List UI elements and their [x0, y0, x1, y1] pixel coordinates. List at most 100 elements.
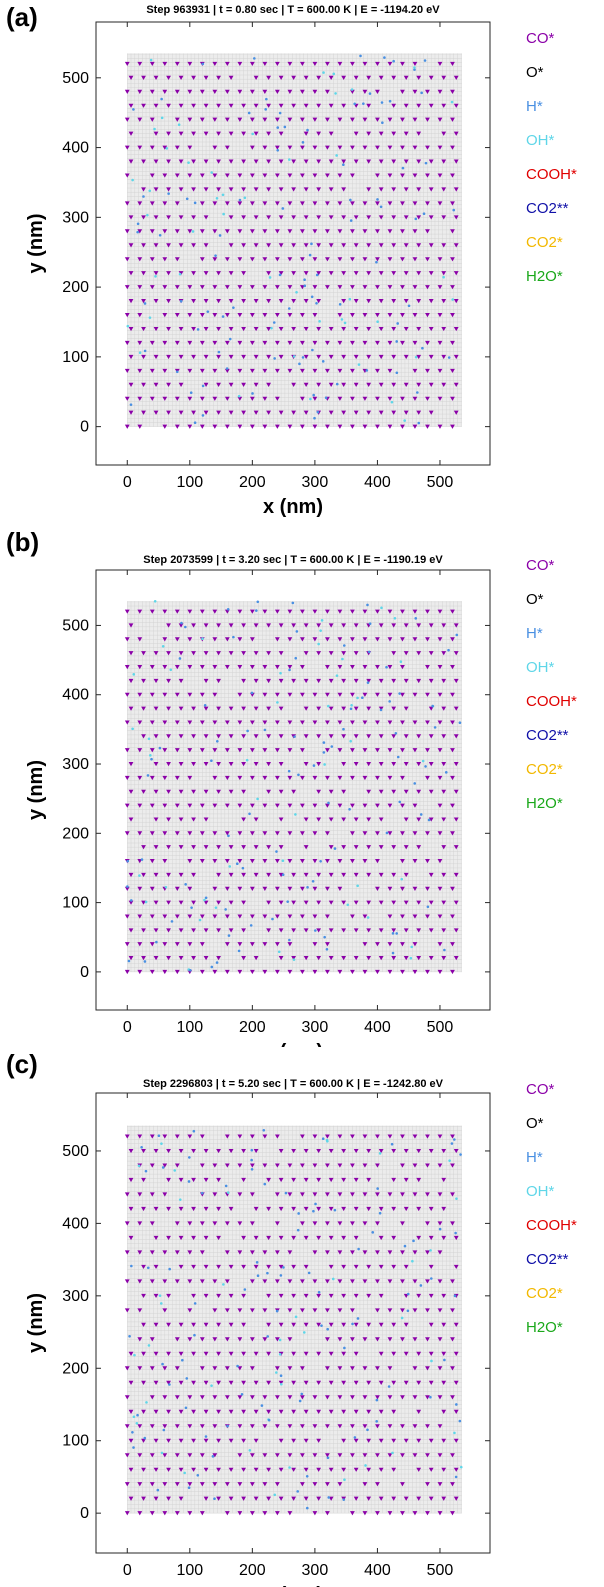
- co-marker: [262, 942, 268, 947]
- co-marker: [141, 845, 146, 850]
- co-marker: [262, 665, 268, 670]
- co-marker: [428, 1380, 434, 1385]
- co-marker: [312, 637, 318, 642]
- co-marker: [274, 313, 280, 318]
- co-marker: [174, 396, 180, 401]
- co-marker: [375, 1134, 380, 1139]
- co-marker: [441, 1496, 447, 1501]
- co-marker: [253, 1148, 259, 1154]
- co-marker: [350, 201, 355, 206]
- co-marker: [216, 623, 221, 628]
- co-marker: [216, 956, 221, 961]
- co-marker: [228, 1148, 234, 1154]
- adsorbate-marker: [168, 1383, 171, 1386]
- co-marker: [400, 340, 405, 346]
- co-marker: [450, 368, 455, 374]
- adsorbate-marker: [361, 696, 364, 699]
- co-marker: [387, 637, 393, 642]
- co-marker: [216, 410, 221, 415]
- co-marker: [341, 1235, 347, 1241]
- adsorbate-marker: [214, 254, 217, 257]
- co-marker: [425, 1279, 430, 1284]
- co-marker: [291, 1380, 297, 1385]
- co-marker: [416, 1293, 422, 1299]
- co-marker: [278, 1148, 284, 1154]
- co-marker: [437, 117, 443, 122]
- co-marker: [162, 1395, 168, 1400]
- adsorbate-marker: [410, 945, 414, 949]
- co-marker: [450, 886, 455, 891]
- co-marker: [187, 720, 193, 725]
- co-marker: [287, 942, 293, 947]
- co-marker: [149, 942, 155, 947]
- adsorbate-marker: [255, 1261, 259, 1264]
- co-marker: [400, 313, 405, 318]
- co-marker: [375, 368, 380, 374]
- co-marker: [178, 354, 184, 360]
- co-marker: [287, 201, 293, 206]
- co-marker: [187, 1337, 193, 1342]
- co-marker: [316, 354, 322, 360]
- co-marker: [428, 789, 434, 794]
- co-marker: [337, 229, 343, 234]
- co-marker: [228, 1409, 234, 1414]
- adsorbate-marker: [279, 1274, 283, 1277]
- co-marker: [299, 1424, 305, 1429]
- adsorbate-marker: [322, 71, 325, 74]
- x-axis-label: x (nm): [263, 1584, 323, 1587]
- adsorbate-marker: [260, 1404, 264, 1407]
- legend-item-oh: OH*: [526, 132, 555, 149]
- adsorbate-marker: [250, 1148, 254, 1152]
- co-marker: [216, 326, 221, 332]
- co-marker: [324, 285, 330, 290]
- adsorbate-marker: [266, 1335, 270, 1338]
- co-marker: [262, 1453, 268, 1458]
- co-marker: [437, 748, 443, 753]
- co-marker: [328, 1206, 334, 1212]
- co-marker: [128, 1409, 134, 1414]
- co-marker: [199, 803, 205, 808]
- co-marker: [287, 285, 293, 290]
- adsorbate-marker: [273, 1493, 277, 1497]
- co-marker: [241, 706, 246, 711]
- adsorbate-marker: [160, 1142, 163, 1145]
- co-marker: [316, 817, 322, 822]
- adsorbate-marker: [278, 111, 282, 115]
- adsorbate-marker: [383, 56, 386, 59]
- co-marker: [425, 285, 430, 290]
- co-marker: [241, 187, 246, 192]
- co-marker: [228, 1496, 234, 1501]
- co-marker: [337, 396, 343, 401]
- co-marker: [124, 368, 130, 374]
- co-marker: [287, 1250, 293, 1255]
- co-marker: [216, 789, 221, 794]
- co-marker: [249, 61, 255, 67]
- co-marker: [391, 299, 397, 304]
- co-marker: [262, 831, 268, 836]
- co-marker: [291, 1496, 297, 1501]
- adsorbate-marker: [215, 196, 219, 200]
- co-marker: [341, 243, 347, 248]
- co-marker: [241, 215, 246, 220]
- adsorbate-marker: [147, 1344, 151, 1347]
- co-marker: [341, 1177, 347, 1183]
- co-marker: [124, 692, 130, 697]
- co-marker: [362, 1250, 368, 1255]
- co-marker: [166, 299, 171, 304]
- adsorbate-marker: [201, 414, 205, 417]
- co-marker: [350, 1250, 355, 1255]
- x-tick-label: 300: [302, 1562, 329, 1579]
- co-marker: [178, 187, 184, 192]
- adsorbate-marker: [307, 1271, 311, 1275]
- co-marker: [253, 326, 259, 332]
- co-marker: [391, 131, 397, 136]
- adsorbate-marker: [452, 208, 456, 212]
- co-marker: [387, 1395, 393, 1400]
- co-marker: [312, 720, 318, 725]
- co-marker: [291, 900, 297, 905]
- co-marker: [453, 872, 459, 878]
- co-marker: [337, 145, 343, 150]
- co-marker: [366, 872, 372, 878]
- co-marker: [187, 914, 193, 919]
- co-marker: [199, 1453, 205, 1458]
